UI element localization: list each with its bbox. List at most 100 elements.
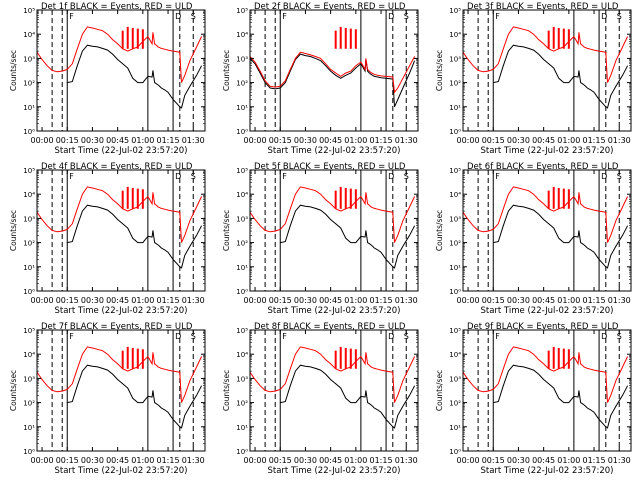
y-axis-label: Counts/sec (435, 50, 444, 91)
y-tick-label: 10⁰ (236, 288, 248, 296)
x-tick-label: 00:30 (507, 296, 530, 305)
y-axis-label: Counts/sec (9, 210, 18, 251)
x-tick-label: 00:15 (269, 136, 292, 145)
panel-title: Det 5f BLACK = Events, RED = ULD (254, 162, 406, 172)
x-tick-label: 00:15 (482, 136, 505, 145)
y-tick-label: 10³ (236, 375, 248, 383)
y-tick-label: 10¹ (449, 264, 461, 272)
x-tick-label: 01:15 (583, 456, 606, 465)
y-tick-label: 10¹ (23, 104, 35, 112)
plot-frame (36, 329, 206, 452)
y-axis-label: Counts/sec (222, 370, 231, 411)
y-tick-label: 10⁵ (236, 7, 248, 15)
plot-frame (249, 9, 419, 132)
y-tick-label: 10³ (23, 55, 35, 63)
y-tick-label: 10¹ (23, 264, 35, 272)
x-tick-label: 01:00 (344, 296, 367, 305)
y-tick-label: 10⁴ (23, 351, 35, 359)
x-tick-label: 00:30 (294, 136, 317, 145)
y-tick-label: 10² (236, 240, 248, 248)
x-axis-label: Start Time (22-Jul-02 23:57:20) (268, 466, 401, 476)
series-uld (37, 186, 203, 243)
y-tick-label: 10⁴ (449, 351, 461, 359)
event-marker-label: S (404, 12, 409, 21)
x-axis-label: Start Time (22-Jul-02 23:57:20) (55, 306, 188, 316)
series-uld (250, 186, 416, 243)
x-tick-label: 00:00 (244, 456, 267, 465)
y-tick-label: 10⁵ (23, 167, 35, 175)
x-tick-label: 00:45 (319, 456, 342, 465)
series-uld (463, 186, 629, 243)
y-tick-label: 10² (23, 240, 35, 248)
y-tick-label: 10⁰ (23, 448, 35, 456)
series-events (67, 44, 203, 109)
y-tick-label: 10⁵ (23, 7, 35, 15)
event-marker-label: S (191, 172, 196, 181)
x-tick-label: 00:00 (31, 456, 54, 465)
panel-title: Det 1f BLACK = Events, RED = ULD (41, 2, 193, 12)
x-tick-label: 00:00 (31, 296, 54, 305)
y-tick-label: 10⁰ (449, 288, 461, 296)
x-axis-label: Start Time (22-Jul-02 23:57:20) (481, 146, 614, 156)
plot-frame (462, 169, 632, 292)
x-axis-label: Start Time (22-Jul-02 23:57:20) (55, 466, 188, 476)
x-tick-label: 00:30 (81, 136, 104, 145)
y-tick-label: 10⁰ (449, 448, 461, 456)
y-tick-label: 10⁴ (236, 191, 248, 199)
event-marker-label: F (282, 172, 287, 181)
series-uld (463, 346, 629, 403)
y-tick-label: 10⁴ (236, 31, 248, 39)
x-axis-label: Start Time (22-Jul-02 23:57:20) (481, 466, 614, 476)
y-tick-label: 10⁰ (23, 288, 35, 296)
x-tick-label: 01:30 (182, 136, 205, 145)
x-tick-label: 00:15 (56, 456, 79, 465)
y-tick-label: 10¹ (236, 104, 248, 112)
y-tick-label: 10⁵ (23, 327, 35, 335)
event-marker-label: D (175, 12, 181, 21)
y-axis-label: Counts/sec (435, 370, 444, 411)
series-events (493, 204, 629, 269)
x-tick-label: 00:45 (106, 456, 129, 465)
x-tick-label: 01:30 (395, 456, 418, 465)
panel-title: Det 3f BLACK = Events, RED = ULD (467, 2, 619, 12)
x-tick-label: 01:15 (370, 136, 393, 145)
x-tick-label: 01:30 (608, 296, 631, 305)
panel-title: Det 7f BLACK = Events, RED = ULD (41, 322, 193, 332)
y-tick-label: 10³ (23, 375, 35, 383)
panel-title: Det 6f BLACK = Events, RED = ULD (467, 162, 619, 172)
x-tick-label: 00:45 (319, 136, 342, 145)
plot-frame (462, 329, 632, 452)
x-tick-label: 01:30 (608, 456, 631, 465)
x-tick-label: 01:00 (131, 296, 154, 305)
x-axis-label: Start Time (22-Jul-02 23:57:20) (268, 306, 401, 316)
x-tick-label: 00:30 (294, 296, 317, 305)
y-tick-label: 10² (236, 80, 248, 88)
x-tick-label: 00:45 (532, 296, 555, 305)
y-tick-label: 10⁵ (449, 7, 461, 15)
plot-frame (462, 9, 632, 132)
x-tick-label: 01:30 (395, 136, 418, 145)
x-tick-label: 00:00 (457, 136, 480, 145)
event-marker-label: D (601, 172, 607, 181)
series-uld (250, 51, 416, 94)
series-uld (37, 346, 203, 403)
x-tick-label: 00:30 (294, 456, 317, 465)
panel-title: Det 4f BLACK = Events, RED = ULD (41, 162, 193, 172)
y-tick-label: 10⁴ (449, 31, 461, 39)
event-marker-label: D (601, 332, 607, 341)
event-marker-label: F (495, 332, 500, 341)
x-tick-label: 00:45 (106, 296, 129, 305)
y-tick-label: 10¹ (449, 424, 461, 432)
plot-frame (249, 329, 419, 452)
x-tick-label: 00:45 (532, 456, 555, 465)
panel-title: Det 2f BLACK = Events, RED = ULD (254, 2, 406, 12)
y-tick-label: 10³ (236, 55, 248, 63)
y-tick-label: 10² (449, 400, 461, 408)
x-tick-label: 00:00 (457, 296, 480, 305)
x-tick-label: 01:30 (395, 296, 418, 305)
x-tick-label: 00:00 (244, 296, 267, 305)
